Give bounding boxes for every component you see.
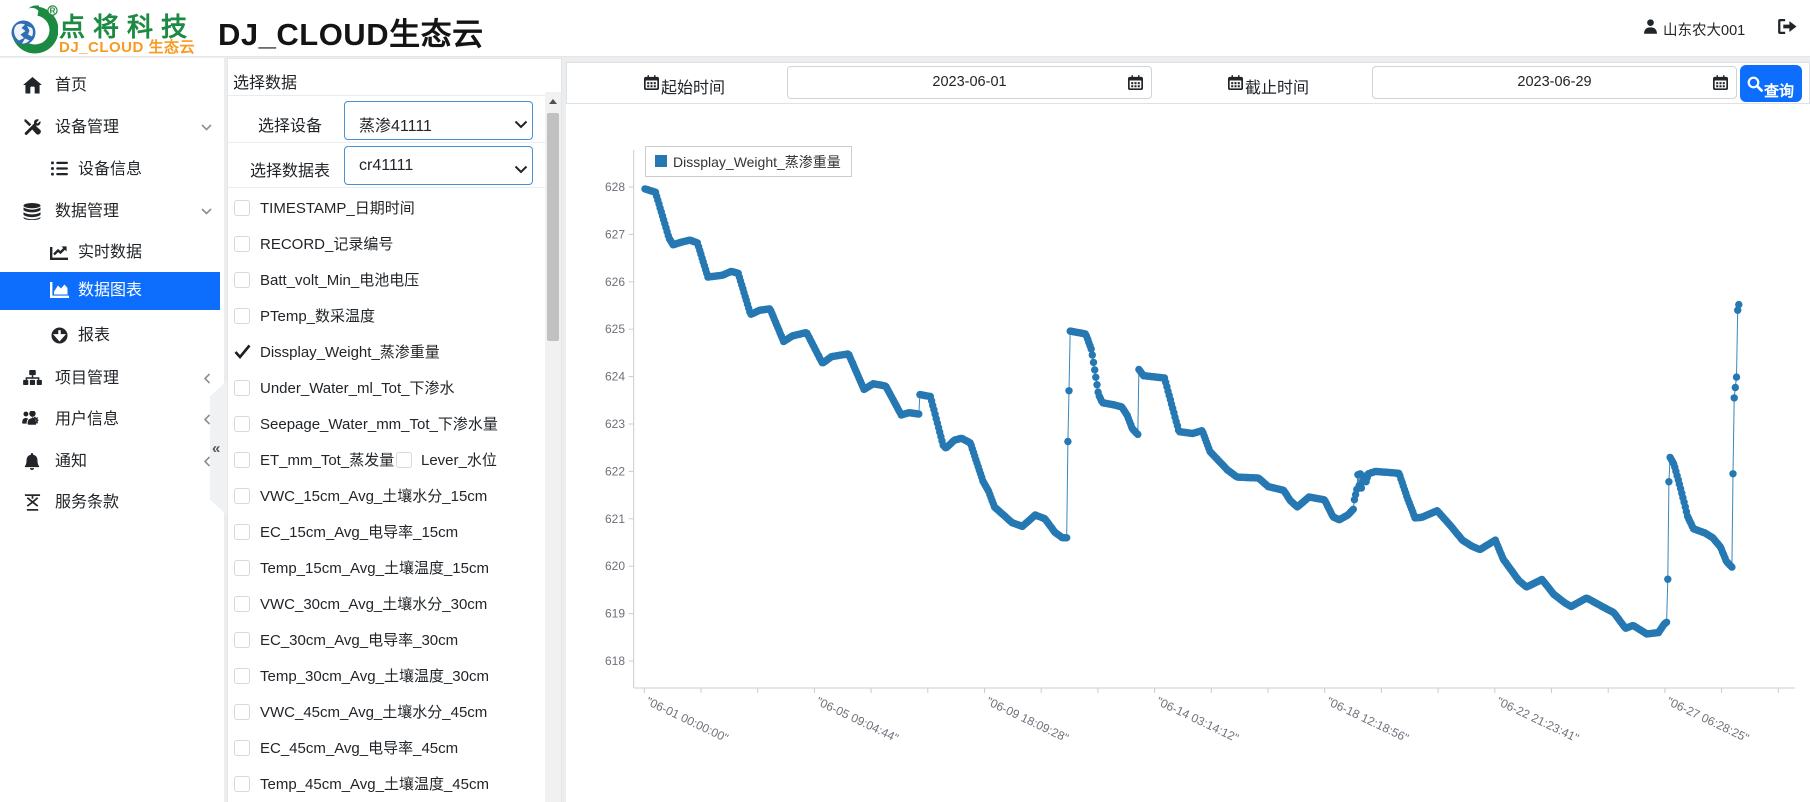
svg-text:625: 625: [605, 322, 625, 336]
svg-text:628: 628: [605, 180, 625, 194]
svg-text:"06-05 09:04:44": "06-05 09:04:44": [814, 694, 901, 745]
svg-text:619: 619: [605, 607, 625, 621]
svg-text:627: 627: [605, 227, 625, 241]
svg-text:618: 618: [605, 654, 625, 668]
svg-text:"06-22 21:23:41": "06-22 21:23:41": [1495, 694, 1582, 745]
svg-text:Dissplay_Weight_蒸渗重量: Dissplay_Weight_蒸渗重量: [673, 154, 841, 170]
svg-text:R: R: [50, 7, 56, 16]
svg-text:623: 623: [605, 417, 625, 431]
svg-text:"06-14 03:14:12": "06-14 03:14:12": [1154, 694, 1241, 745]
svg-text:622: 622: [605, 464, 625, 478]
svg-text:"06-18 12:18:56": "06-18 12:18:56": [1324, 694, 1411, 745]
svg-text:"06-27 06:28:25": "06-27 06:28:25": [1665, 694, 1752, 745]
svg-text:"06-09 18:09:28": "06-09 18:09:28": [984, 694, 1071, 745]
svg-text:620: 620: [605, 559, 625, 573]
svg-text:624: 624: [605, 370, 625, 384]
svg-text:621: 621: [605, 512, 625, 526]
svg-text:"06-01 00:00:00": "06-01 00:00:00": [644, 694, 731, 745]
svg-text:626: 626: [605, 275, 625, 289]
